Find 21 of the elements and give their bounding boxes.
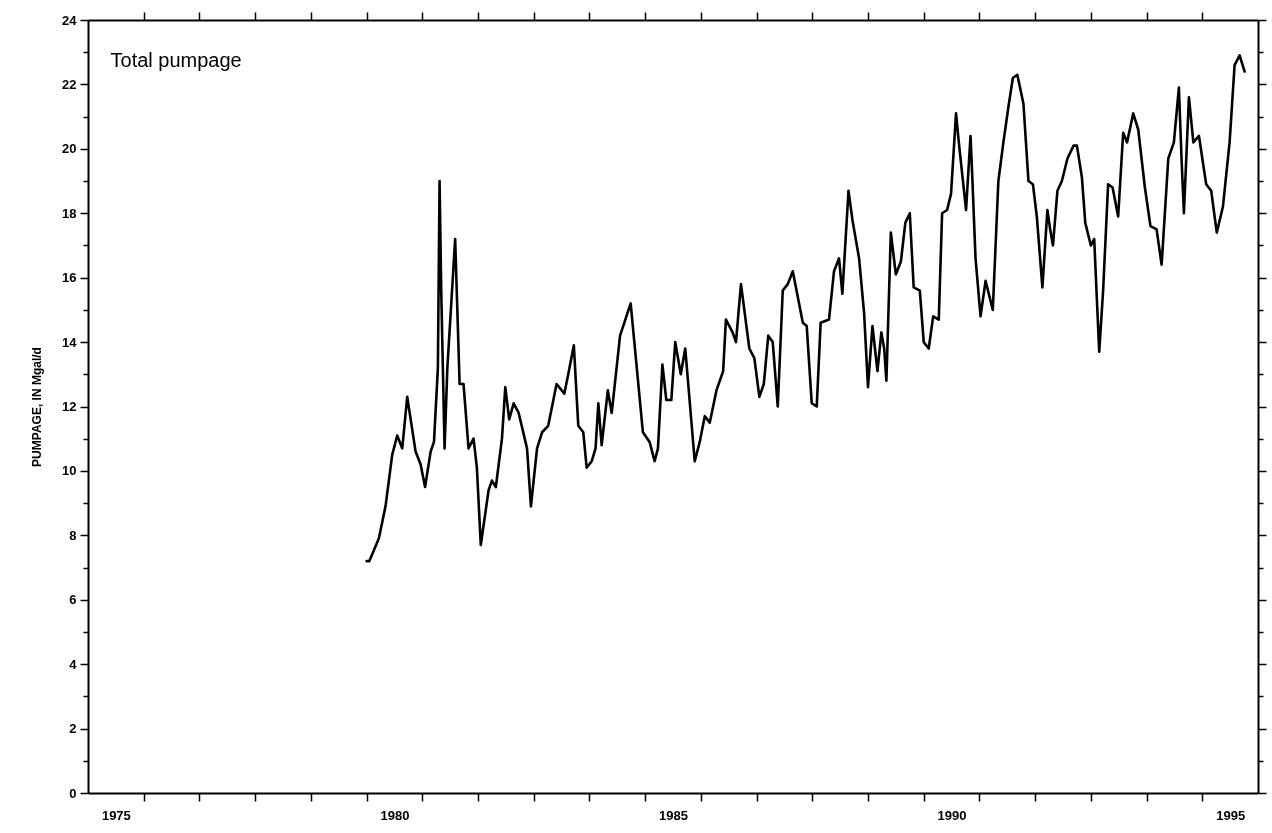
x-tick-label: 1985 <box>659 807 688 823</box>
y-tick-label: 4 <box>69 656 78 672</box>
y-tick-label: 0 <box>69 785 77 801</box>
y-tick-label: 12 <box>62 399 77 414</box>
y-tick-label: 16 <box>62 270 77 286</box>
y-tick-label: 8 <box>69 527 77 543</box>
y-tick-label: 6 <box>69 592 77 608</box>
y-axis-title: PUMPAGE, IN Mgal/d <box>30 347 45 467</box>
x-tick-label: 1980 <box>380 807 410 823</box>
x-tick-label: 1990 <box>937 807 967 823</box>
y-tick-label: 22 <box>62 76 77 92</box>
x-tick-label: 1995 <box>1216 807 1246 823</box>
line-series <box>365 54 1246 563</box>
y-tick-label: 14 <box>62 334 78 350</box>
y-tick-label: 2 <box>69 721 77 737</box>
y-tick-label: 18 <box>62 205 77 221</box>
x-tick-label: 1975 <box>101 807 131 823</box>
y-tick-label: 20 <box>62 141 77 157</box>
y-tick-label: 10 <box>62 463 77 479</box>
text: Total pumpage <box>110 49 242 72</box>
y-tick-label: 24 <box>62 12 78 28</box>
